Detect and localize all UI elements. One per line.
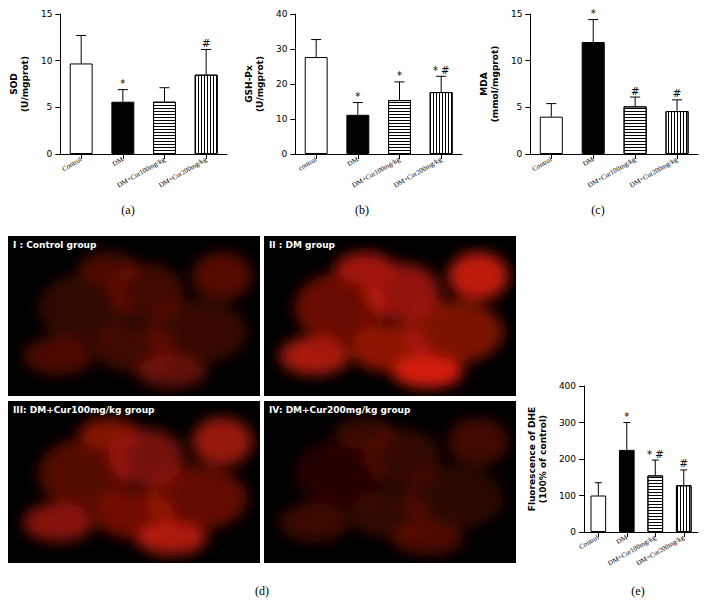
svg-text:DM+Cur100mg/kg: DM+Cur100mg/kg	[350, 155, 402, 190]
svg-text:(mmol/mgprot): (mmol/mgprot)	[490, 46, 500, 123]
svg-text:GSH-Px: GSH-Px	[244, 65, 254, 103]
svg-text:MDA: MDA	[479, 72, 489, 95]
svg-text:10: 10	[41, 56, 53, 66]
svg-text:Control: Control	[61, 156, 84, 174]
html-text:IV: DM+Cur200mg/kg group: IV: DM+Cur200mg/kg group	[269, 405, 411, 415]
svg-text:DM: DM	[111, 156, 125, 169]
svg-text:15: 15	[41, 9, 52, 19]
svg-text:Control: Control	[531, 156, 554, 174]
svg-text:(U/mgprot): (U/mgprot)	[20, 56, 30, 112]
html-text:(c): (c)	[591, 203, 605, 217]
svg-text:SOD: SOD	[9, 73, 19, 95]
svg-text:30: 30	[276, 44, 288, 54]
svg-text:#: #	[680, 458, 688, 469]
svg-text:400: 400	[559, 381, 576, 391]
svg-text:DM+Cur100mg/kg: DM+Cur100mg/kg	[115, 155, 167, 190]
svg-text:DM+Cur200mg/kg: DM+Cur200mg/kg	[392, 155, 443, 189]
html-text:I : Control group: I : Control group	[13, 240, 97, 250]
svg-text:*: *	[120, 78, 125, 89]
svg-text:#: #	[631, 86, 639, 97]
html-text:(e): (e)	[631, 584, 645, 598]
svg-text:#: #	[673, 88, 681, 99]
svg-text:300: 300	[559, 418, 576, 428]
svg-text:Fluorescence of DHE: Fluorescence of DHE	[527, 407, 537, 512]
svg-text:DM: DM	[615, 534, 629, 547]
svg-text:(100% of control): (100% of control)	[538, 415, 548, 503]
svg-text:*: *	[624, 411, 629, 422]
svg-text:100: 100	[559, 491, 576, 501]
svg-text:0: 0	[570, 527, 576, 537]
svg-text:(U/mgprot): (U/mgprot)	[255, 56, 265, 112]
svg-text:* #: * #	[433, 65, 450, 76]
html-text:III: DM+Cur100mg/kg group: III: DM+Cur100mg/kg group	[13, 405, 155, 415]
svg-text:DM: DM	[346, 156, 360, 169]
html-text:(b): (b)	[355, 203, 369, 217]
svg-text:10: 10	[276, 114, 288, 124]
svg-text:#: #	[202, 38, 210, 49]
svg-text:0: 0	[282, 149, 288, 159]
svg-text:40: 40	[276, 9, 288, 19]
svg-text:DM+Cur200mg/kg: DM+Cur200mg/kg	[635, 533, 686, 567]
svg-text:0: 0	[47, 149, 53, 159]
svg-text:5: 5	[47, 102, 53, 112]
svg-text:DM+Cur100mg/kg: DM+Cur100mg/kg	[586, 155, 638, 190]
svg-text:DM+Cur200mg/kg: DM+Cur200mg/kg	[157, 155, 208, 189]
svg-text:10: 10	[511, 56, 523, 66]
svg-text:*: *	[591, 8, 596, 19]
svg-text:Control: Control	[578, 534, 601, 552]
svg-text:control: control	[297, 156, 318, 173]
svg-text:5: 5	[517, 102, 523, 112]
svg-text:DM+Cur100mg/kg: DM+Cur100mg/kg	[607, 533, 658, 567]
svg-text:* #: * #	[647, 449, 664, 460]
svg-text:*: *	[355, 91, 360, 102]
svg-text:DM: DM	[581, 156, 595, 169]
svg-text:*: *	[397, 70, 402, 81]
svg-text:DM+Cur200mg/kg: DM+Cur200mg/kg	[628, 155, 679, 189]
html-text:(d): (d)	[255, 584, 269, 598]
svg-text:15: 15	[511, 9, 522, 19]
svg-text:0: 0	[517, 149, 523, 159]
html-text:(a): (a)	[121, 203, 135, 217]
svg-text:200: 200	[559, 454, 576, 464]
html-text:II : DM group: II : DM group	[269, 240, 335, 250]
svg-text:20: 20	[276, 79, 288, 89]
